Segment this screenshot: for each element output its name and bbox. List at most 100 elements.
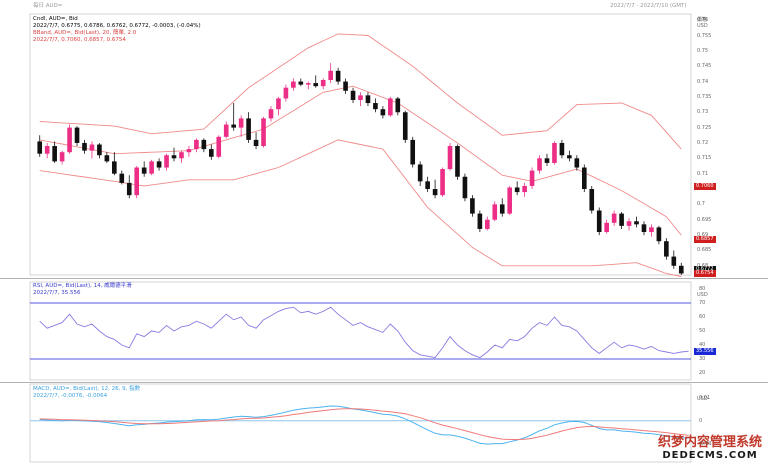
header-right-title: 2022/7/7 · 2022/7/10 (GMT) <box>610 3 687 9</box>
price-axis-tick: 0.74 <box>697 78 709 85</box>
candle-body <box>470 198 475 214</box>
candle-body <box>208 149 214 157</box>
candle-body <box>112 161 117 174</box>
price-tag: 0.6754 <box>694 270 716 277</box>
candle-body <box>59 152 65 162</box>
candle-body <box>380 109 386 116</box>
macd-plot <box>30 405 691 445</box>
candle-body <box>350 90 356 100</box>
candle-body <box>97 144 102 156</box>
panel-frames <box>0 13 768 463</box>
price-axis-tick: 0.68 <box>697 263 708 269</box>
price-axis-tick: 0.72 <box>697 140 709 146</box>
macd-legend-line: 2022/7/7, -0.0076, -0.0064 <box>33 393 108 399</box>
candle-body <box>574 158 580 168</box>
candle-body <box>402 112 408 140</box>
candle-body <box>201 139 207 150</box>
candle-body <box>119 173 125 183</box>
watermark-cn: 织梦内容管理系统 <box>657 435 762 450</box>
bollinger-upper-line <box>39 33 682 150</box>
candle-body <box>425 181 430 190</box>
candle-body <box>216 136 222 157</box>
price-axis-tick: 0.73 <box>697 109 709 116</box>
candle-body <box>186 149 192 153</box>
candle-body <box>276 98 281 110</box>
price-axis-tick: 0.725 <box>697 124 712 131</box>
rsi-axis-tick: 70 <box>699 300 706 306</box>
candle-body <box>261 118 266 147</box>
candle-body <box>395 98 401 113</box>
macd-panel-border <box>29 383 692 463</box>
candle-body <box>462 176 468 199</box>
price-axis-tick: 0.695 <box>697 216 712 223</box>
rsi-axis-tick: 30 <box>699 356 706 362</box>
candle-body <box>149 161 154 174</box>
candle-body <box>246 118 251 140</box>
header-left-title: 每日 AUD= <box>33 3 63 9</box>
macd-signal-line <box>39 408 689 440</box>
candle-body <box>328 70 333 81</box>
candle-body <box>649 227 654 233</box>
candle-body <box>141 167 147 174</box>
candle-body <box>67 127 72 153</box>
price-legend-line: 2022/7/7, 0.7060, 0.6857, 0.6754 <box>33 37 126 43</box>
candle-body <box>678 265 684 274</box>
candle-body <box>126 182 132 196</box>
candle-body <box>559 142 565 156</box>
rsi-axis-tick: 60 <box>699 314 706 320</box>
candle-body <box>581 167 587 190</box>
rsi-legend-line: RSI, AUD=, Bid(Last), 14, 威爾德平滑 <box>33 283 132 289</box>
price-axis-tick: 0.715 <box>697 155 712 162</box>
candle-body <box>89 144 95 151</box>
candle-body <box>358 95 363 100</box>
watermark: 织梦内容管理系统 DEDECMS.COM <box>658 431 762 461</box>
price-legend-line: BBand, AUD=, Bid(Last), 20, 簡單, 2.0 <box>33 30 137 36</box>
candle-body <box>417 164 423 182</box>
bollinger-lower-line <box>39 139 682 277</box>
price-plot <box>37 33 684 277</box>
candle-body <box>552 142 557 163</box>
price-axis-tick: 0.76 <box>697 17 709 24</box>
candle-body <box>37 141 43 154</box>
candle-body <box>634 221 639 225</box>
candle-body <box>171 155 177 159</box>
candle-body <box>671 256 677 266</box>
candle-body <box>179 152 184 159</box>
candle-body <box>134 167 140 196</box>
candle-body <box>626 221 632 226</box>
rsi-legend-line: 2022/7/7, 35.556 <box>33 290 81 296</box>
rsi-tag: 35.556 <box>694 347 716 355</box>
price-axis-tick: 0.755 <box>697 32 712 39</box>
candle-body <box>104 155 110 162</box>
candle-body <box>589 189 595 211</box>
candle-body <box>432 189 438 196</box>
candle-body <box>74 127 80 143</box>
candle-body <box>440 169 445 196</box>
candle-body <box>499 204 505 214</box>
candle-body <box>641 224 647 233</box>
candle-body <box>194 139 199 150</box>
candle-body <box>447 146 453 170</box>
candle-body <box>567 155 572 159</box>
candle-body <box>604 222 609 233</box>
rsi-axis-tick: 40 <box>699 342 706 348</box>
candle-body <box>656 227 662 242</box>
candle-body <box>664 241 669 257</box>
rsi-panel-border <box>29 281 692 381</box>
candle-body <box>455 146 460 177</box>
price-axis-tick: 0.7 <box>697 201 705 208</box>
price-axis-tick: 0.745 <box>697 63 712 70</box>
rsi-axis-tick: 20 <box>699 370 706 376</box>
macd-axis-tick: 0.01 <box>699 394 711 401</box>
candle-body <box>238 118 244 128</box>
candle-body <box>44 146 50 154</box>
candle-body <box>343 81 348 91</box>
candle-body <box>253 139 259 147</box>
candle-body <box>611 213 617 223</box>
candle-body <box>231 124 236 128</box>
price-tag: 0.6772 <box>694 266 716 274</box>
price-axis-tick: 0.75 <box>697 47 709 54</box>
candle-body <box>223 124 229 137</box>
candle-body <box>365 95 371 104</box>
